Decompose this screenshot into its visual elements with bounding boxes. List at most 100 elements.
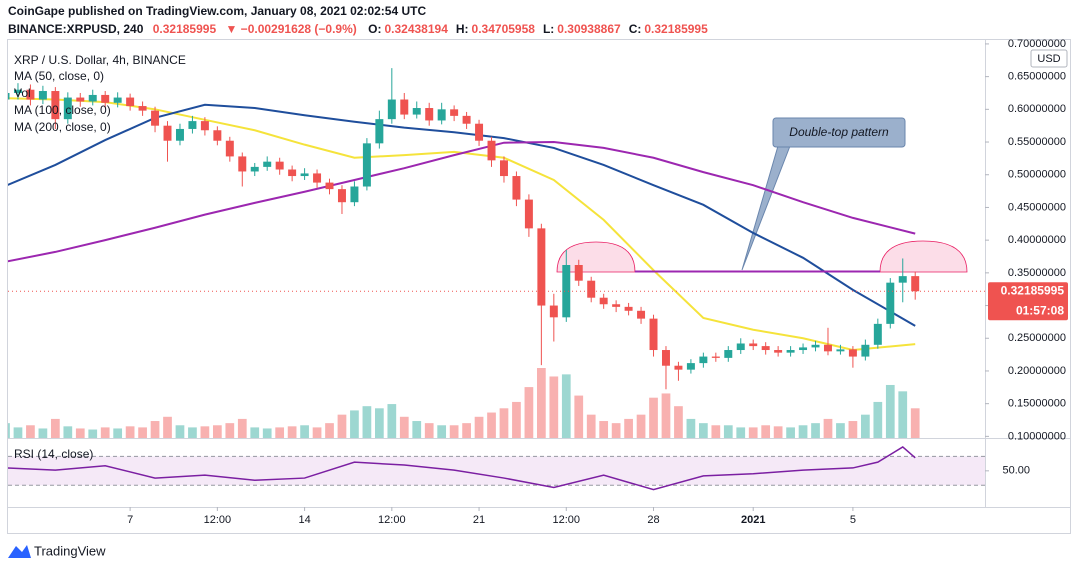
volume-bar — [836, 423, 845, 438]
candle-body — [724, 350, 733, 358]
volume-bar — [711, 425, 721, 438]
candle-body — [38, 91, 47, 100]
y-tick-label: 0.60000000 — [1008, 103, 1066, 115]
volume-bar — [574, 395, 584, 438]
candle-body — [313, 173, 322, 183]
legend-entry: Vol — [14, 86, 31, 100]
candle-body — [250, 166, 259, 172]
candle-body — [213, 130, 222, 141]
candle-body — [51, 91, 60, 120]
legend-entry: MA (200, close, 0) — [14, 120, 111, 134]
x-tick-label: 7 — [127, 514, 133, 526]
volume-bar — [636, 414, 646, 438]
volume-bar — [898, 391, 908, 438]
candle-body — [786, 350, 795, 353]
volume-bar — [225, 423, 235, 438]
legend-entry: MA (50, close, 0) — [14, 69, 104, 83]
y-tick-label: 0.20000000 — [1008, 365, 1066, 377]
volume-bar — [275, 427, 285, 438]
candle-body — [175, 128, 184, 141]
candle-body — [76, 97, 85, 102]
volume-bar — [325, 423, 334, 438]
candle-body — [275, 161, 284, 170]
candle-body — [537, 228, 546, 306]
last-price: 0.32185995 — [153, 22, 217, 36]
ohlc-label: C: — [629, 22, 642, 36]
volume-bar — [63, 426, 73, 438]
candle-body — [873, 323, 882, 345]
volume-bar — [474, 416, 484, 438]
symbol: BINANCE:XRPUSD, 240 — [8, 22, 144, 36]
volume-bar — [674, 406, 683, 438]
volume-bar — [549, 376, 559, 438]
volume-bar — [885, 384, 895, 438]
candle-body — [799, 347, 808, 351]
callout-box — [772, 117, 906, 148]
ohlc-value: 0.32438194 — [384, 22, 448, 36]
ohlc-label: L: — [543, 22, 554, 36]
ohlc-value: 0.30938867 — [557, 22, 621, 36]
annotation-callout: Double-top pattern — [741, 117, 906, 271]
volume-bar — [624, 418, 633, 438]
chart-title: XRP / U.S. Dollar, 4h, BINANCE — [14, 53, 186, 67]
ohlc-label: O: — [368, 22, 381, 36]
volume-bar — [848, 421, 858, 438]
volume-bar — [449, 425, 459, 438]
volume-bar — [524, 387, 534, 438]
last-price-box — [988, 282, 1068, 321]
y-tick-label: 0.65000000 — [1008, 71, 1066, 83]
candle-body — [138, 106, 147, 111]
candle-body — [63, 97, 72, 120]
volume-bar — [8, 423, 10, 438]
top-arc — [879, 240, 968, 273]
candle-body — [263, 161, 272, 167]
candle-body — [487, 140, 496, 161]
symbol-line: BINANCE:XRPUSD, 240 0.32185995 ▼ −0.0029… — [8, 22, 708, 36]
candle-body — [462, 115, 471, 124]
x-tick-label: 12:00 — [553, 514, 581, 526]
x-tick-label: 21 — [473, 514, 485, 526]
x-tick-label: 12:00 — [204, 514, 232, 526]
volume-bar — [150, 421, 160, 438]
volume-bar — [262, 428, 272, 438]
candle-body — [649, 318, 658, 351]
volume-bar — [13, 427, 23, 438]
volume-bar — [399, 416, 409, 438]
volume-bar — [175, 425, 185, 438]
volume-bar — [163, 416, 172, 438]
volume-bar — [649, 397, 658, 438]
volume-bar — [212, 425, 222, 438]
candle-body — [475, 123, 484, 141]
candle-body — [549, 305, 558, 318]
y-tick-label: 0.25000000 — [1008, 332, 1066, 344]
volume-bar — [861, 414, 870, 438]
volume-bar — [437, 425, 447, 438]
volume-bar — [748, 427, 758, 438]
candle-body — [711, 356, 720, 358]
candle-body — [574, 264, 583, 281]
rsi-band-fill — [8, 456, 985, 486]
y-tick-label: 0.35000000 — [1008, 267, 1066, 279]
candle-body — [811, 344, 820, 348]
volume-bar — [50, 418, 60, 438]
candle-body — [101, 94, 110, 103]
candle-body — [325, 182, 334, 190]
volume-bar — [487, 412, 496, 438]
volume-bar — [138, 427, 147, 438]
x-tick-label: 5 — [850, 514, 856, 526]
volume-bar — [512, 401, 521, 438]
legend-entry: MA (100, close, 0) — [14, 103, 111, 117]
candle-body — [624, 306, 633, 311]
candle-body — [362, 143, 371, 187]
rsi-tick-label: 50.00 — [1002, 465, 1030, 477]
candle-body — [612, 304, 621, 307]
volume-bar — [374, 408, 384, 438]
y-tick-label: 0.10000000 — [1008, 430, 1066, 442]
candle-body — [861, 344, 870, 357]
volume-bar — [686, 418, 696, 438]
y-tick-label: 0.50000000 — [1008, 169, 1066, 181]
candle-body — [823, 344, 832, 352]
candle-body — [911, 276, 920, 292]
y-tick-label: 0.15000000 — [1008, 398, 1066, 410]
x-tick-label: 12:00 — [378, 514, 406, 526]
